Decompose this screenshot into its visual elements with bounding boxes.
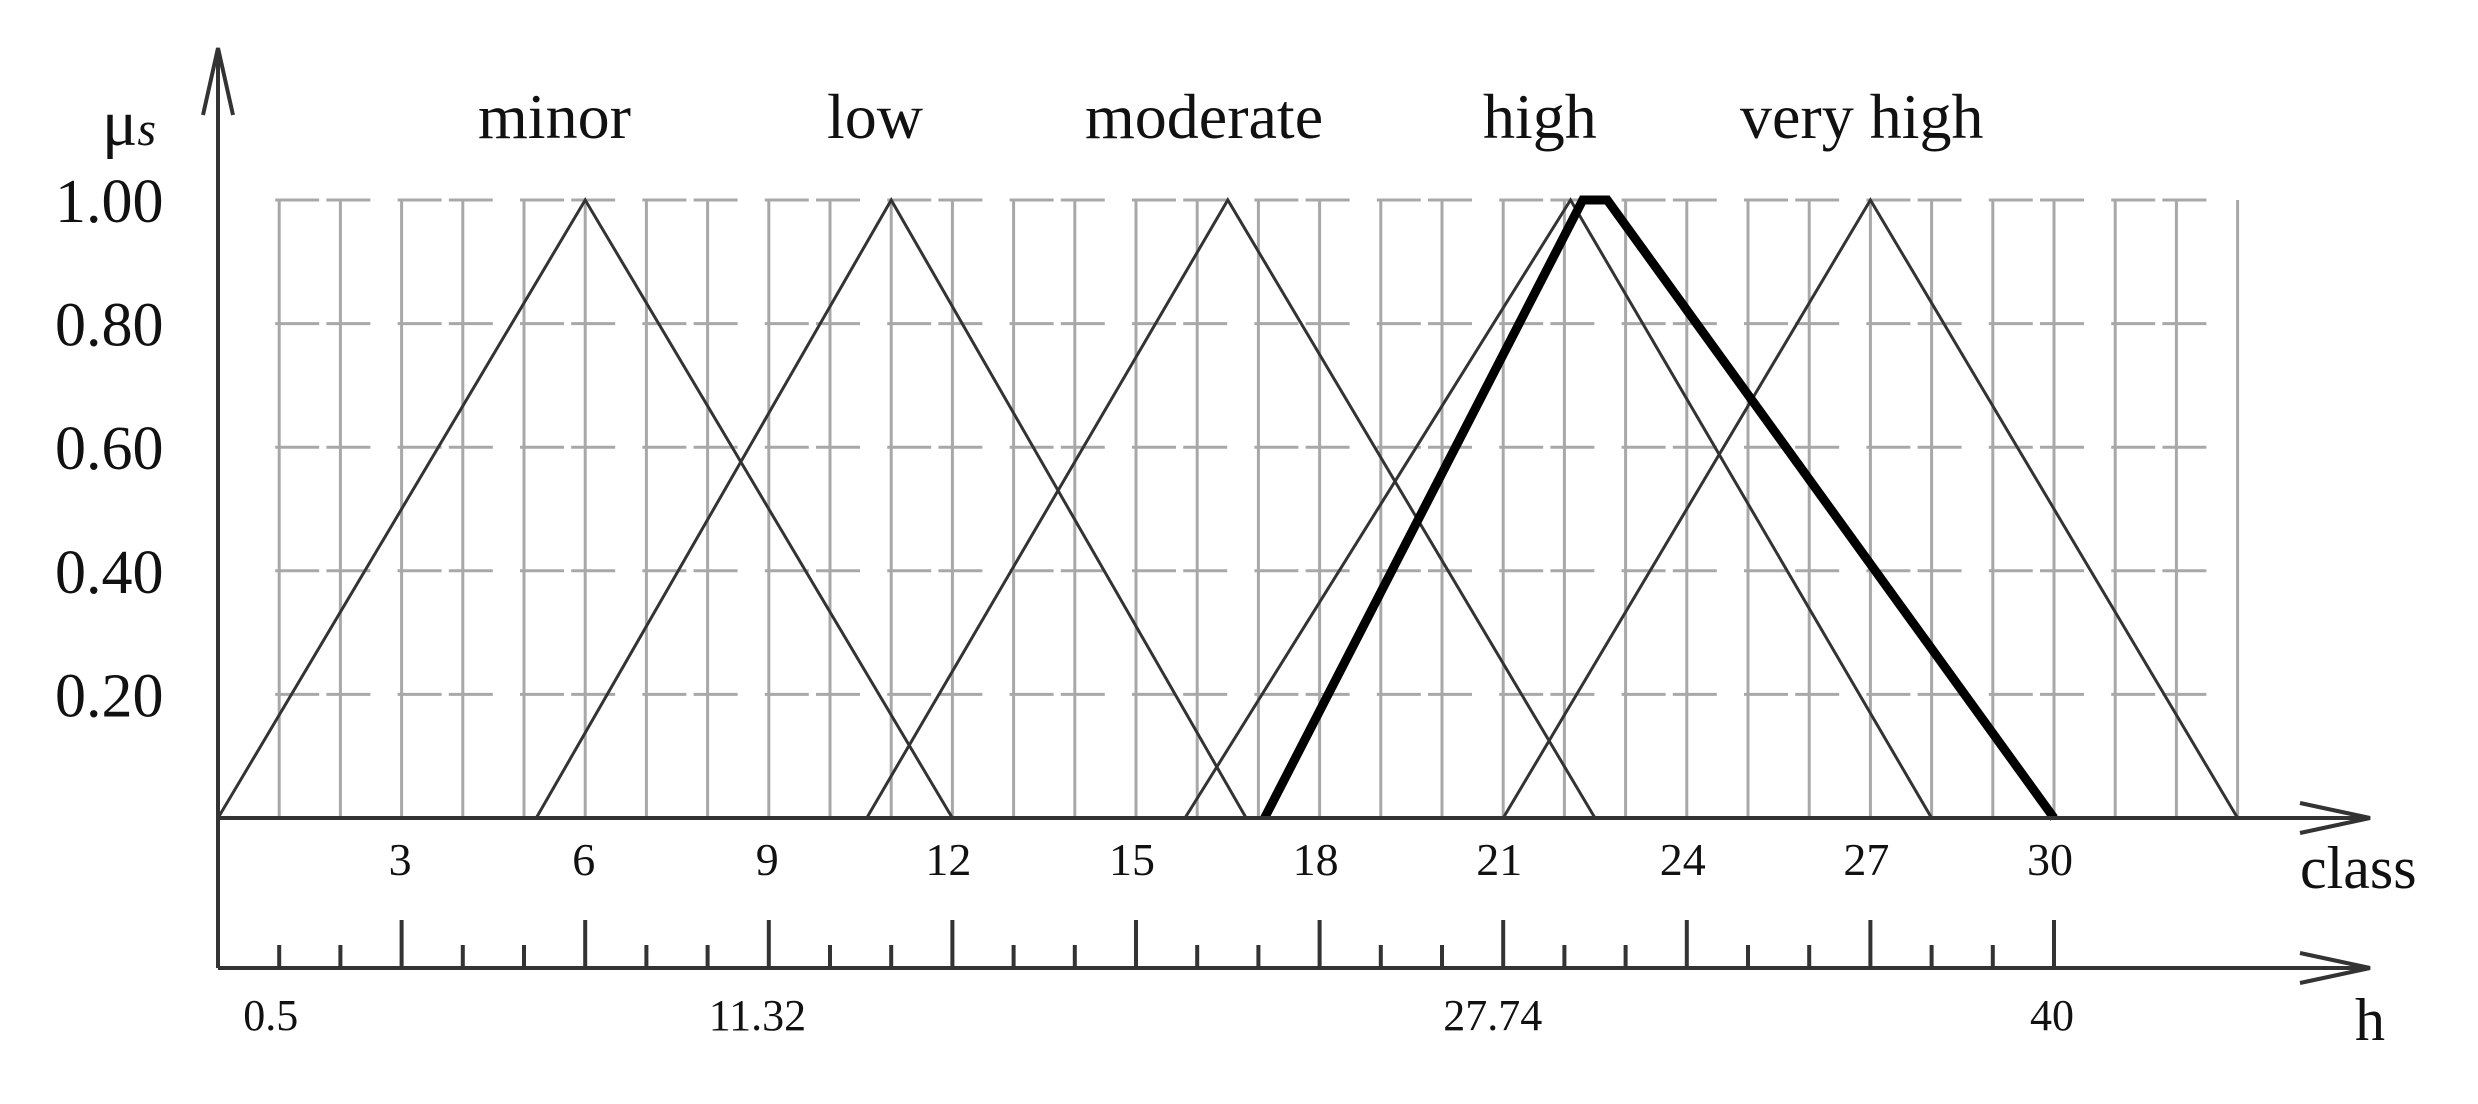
set-label-minor: minor	[478, 81, 631, 152]
class-axis-arrow-icon	[2299, 801, 2371, 835]
h-tick-label: 40	[2030, 991, 2074, 1040]
curve-moderate	[865, 197, 1597, 819]
h-tick-label: 0.5	[243, 991, 298, 1040]
axes	[201, 47, 2371, 985]
curve-high	[1183, 197, 1933, 819]
set-label-moderate: moderate	[1085, 81, 1323, 152]
class-tick-label: 24	[1660, 834, 1706, 885]
grid	[275, 198, 2240, 818]
y-tick-label: 0.80	[55, 292, 164, 360]
h-tick-labels: 0.5 11.32 27.74 40	[243, 991, 2074, 1040]
class-tick-label: 15	[1109, 834, 1155, 885]
class-tick-label: 21	[1476, 834, 1522, 885]
curve-low	[534, 196, 1248, 819]
curve-result	[1260, 195, 2058, 821]
h-axis-label: h	[2355, 987, 2385, 1053]
membership-curves	[216, 195, 2239, 821]
class-tick-label: 9	[756, 834, 779, 885]
y-tick-label: 0.60	[55, 415, 164, 483]
x-axis-label: class	[2300, 835, 2417, 901]
curve-very-high	[1501, 197, 2239, 819]
h-tick-label: 27.74	[1443, 991, 1542, 1040]
class-tick-label: 27	[1843, 834, 1889, 885]
y-tick-label: 1.00	[55, 168, 164, 236]
curve-minor	[216, 197, 954, 819]
y-tick-label: 0.20	[55, 662, 164, 730]
set-labels: minor low moderate high very high	[478, 81, 1984, 152]
y-axis-label: μs	[102, 87, 156, 160]
chart-labels: μs class h	[102, 87, 2417, 1053]
h-tick-label: 11.32	[709, 991, 806, 1040]
y-tick-labels: 1.00 0.80 0.60 0.40 0.20	[55, 168, 164, 730]
h-axis-ticks	[277, 920, 2056, 968]
class-tick-label: 18	[1293, 834, 1339, 885]
h-axis-arrow-icon	[2299, 951, 2371, 985]
class-tick-labels: 3 6 9 12 15 18 21 24 27 30	[389, 834, 2073, 885]
set-label-low: low	[827, 81, 923, 152]
class-tick-label: 3	[389, 834, 412, 885]
y-axis-arrow-icon	[201, 47, 235, 116]
set-label-very-high: very high	[1740, 81, 1984, 152]
y-tick-label: 0.40	[55, 539, 164, 607]
class-tick-label: 6	[572, 834, 595, 885]
class-tick-label: 12	[925, 834, 971, 885]
set-label-high: high	[1483, 81, 1597, 152]
class-tick-label: 30	[2027, 834, 2073, 885]
